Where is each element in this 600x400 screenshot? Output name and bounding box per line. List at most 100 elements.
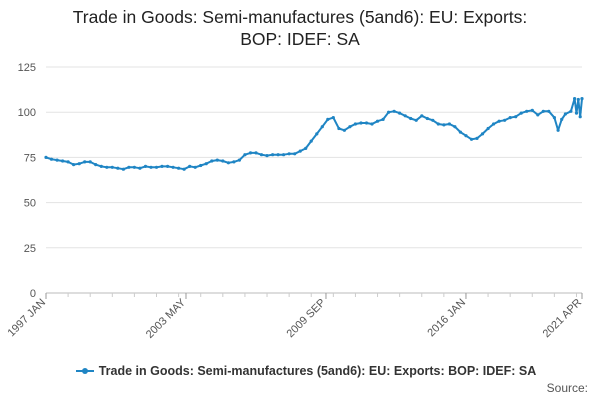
data-point [326, 117, 330, 121]
data-point [237, 158, 241, 162]
data-point [160, 164, 164, 168]
data-point [304, 146, 308, 150]
data-point [55, 158, 59, 162]
data-point [364, 121, 369, 125]
data-point [254, 151, 258, 155]
data-point [398, 111, 402, 115]
data-point [425, 116, 429, 121]
data-point [83, 160, 87, 164]
data-point [66, 160, 70, 164]
data-point [469, 137, 474, 141]
data-point [121, 167, 125, 171]
data-point [576, 97, 580, 102]
data-point [221, 159, 225, 163]
data-point [353, 122, 357, 126]
data-point [492, 122, 496, 126]
data-point [248, 151, 253, 155]
data-point [392, 109, 396, 113]
data-point [232, 160, 236, 164]
data-point [331, 116, 335, 120]
data-point [552, 116, 557, 120]
data-point [348, 125, 352, 129]
data-point [342, 128, 346, 132]
data-point [315, 132, 319, 136]
x-tick-label: 2003 MAY [144, 296, 189, 341]
data-point [514, 115, 518, 119]
data-point [480, 132, 485, 136]
data-point [556, 128, 560, 132]
data-point [447, 122, 451, 126]
y-tick-label: 75 [24, 152, 36, 164]
data-point [94, 163, 98, 167]
data-point [519, 111, 523, 115]
data-point [105, 165, 109, 169]
y-tick-label: 0 [30, 288, 36, 300]
series-line [45, 97, 583, 171]
data-point [442, 123, 446, 127]
legend-swatch-icon [75, 366, 94, 376]
legend[interactable]: Trade in Goods: Semi-manufactures (5and6… [36, 364, 576, 378]
data-point [337, 126, 341, 131]
data-point [403, 114, 407, 118]
data-point [436, 122, 440, 126]
data-point [116, 166, 120, 170]
data-point [431, 118, 435, 122]
x-tick-label: 2021 APR [541, 297, 585, 341]
x-tick-label: 2016 JAN [425, 297, 468, 340]
data-point [569, 109, 573, 113]
y-tick-label: 50 [24, 198, 36, 210]
data-point [409, 116, 413, 121]
data-point [464, 134, 468, 138]
data-point [574, 111, 579, 115]
chart-title-line-2: BOP: IDEF: SA [240, 29, 360, 49]
data-point [210, 159, 214, 163]
data-point [486, 126, 490, 131]
data-point [578, 115, 582, 119]
data-point [265, 154, 269, 158]
data-point [375, 119, 380, 123]
data-point [547, 109, 551, 113]
data-point [276, 153, 280, 157]
data-point [309, 139, 313, 143]
y-tick-label: 125 [18, 62, 36, 74]
data-point [320, 125, 324, 129]
data-point [503, 118, 507, 122]
data-point [110, 165, 114, 169]
data-point [99, 164, 103, 168]
data-point [177, 166, 181, 170]
data-point [370, 122, 374, 126]
data-point [271, 153, 275, 157]
source-label: Source: [546, 381, 588, 395]
data-point [72, 163, 76, 167]
data-point [580, 97, 584, 101]
data-point [127, 165, 131, 169]
chart-title-line-1: Trade in Goods: Semi-manufactures (5and6… [72, 7, 528, 27]
data-point [171, 165, 175, 169]
data-point [193, 165, 197, 169]
data-point [563, 112, 568, 116]
data-point [215, 158, 219, 162]
data-point [420, 114, 424, 118]
x-tick-label: 1997 JAN [5, 297, 48, 340]
data-point [497, 119, 501, 123]
data-point [573, 97, 577, 101]
data-point [143, 164, 148, 168]
data-point [243, 153, 247, 157]
data-point [182, 167, 186, 171]
data-point [199, 163, 203, 168]
data-point [149, 165, 153, 169]
data-point [44, 155, 48, 159]
data-point [359, 121, 363, 125]
data-point [475, 136, 479, 140]
data-point [525, 109, 529, 113]
data-point [132, 165, 136, 169]
y-tick-label: 100 [18, 107, 36, 119]
x-tick-label: 2009 SEP [285, 297, 329, 341]
data-point [453, 125, 457, 129]
data-point [536, 113, 540, 117]
data-point [88, 160, 92, 164]
data-point [293, 152, 297, 156]
data-point [387, 110, 391, 114]
data-point [166, 164, 170, 168]
